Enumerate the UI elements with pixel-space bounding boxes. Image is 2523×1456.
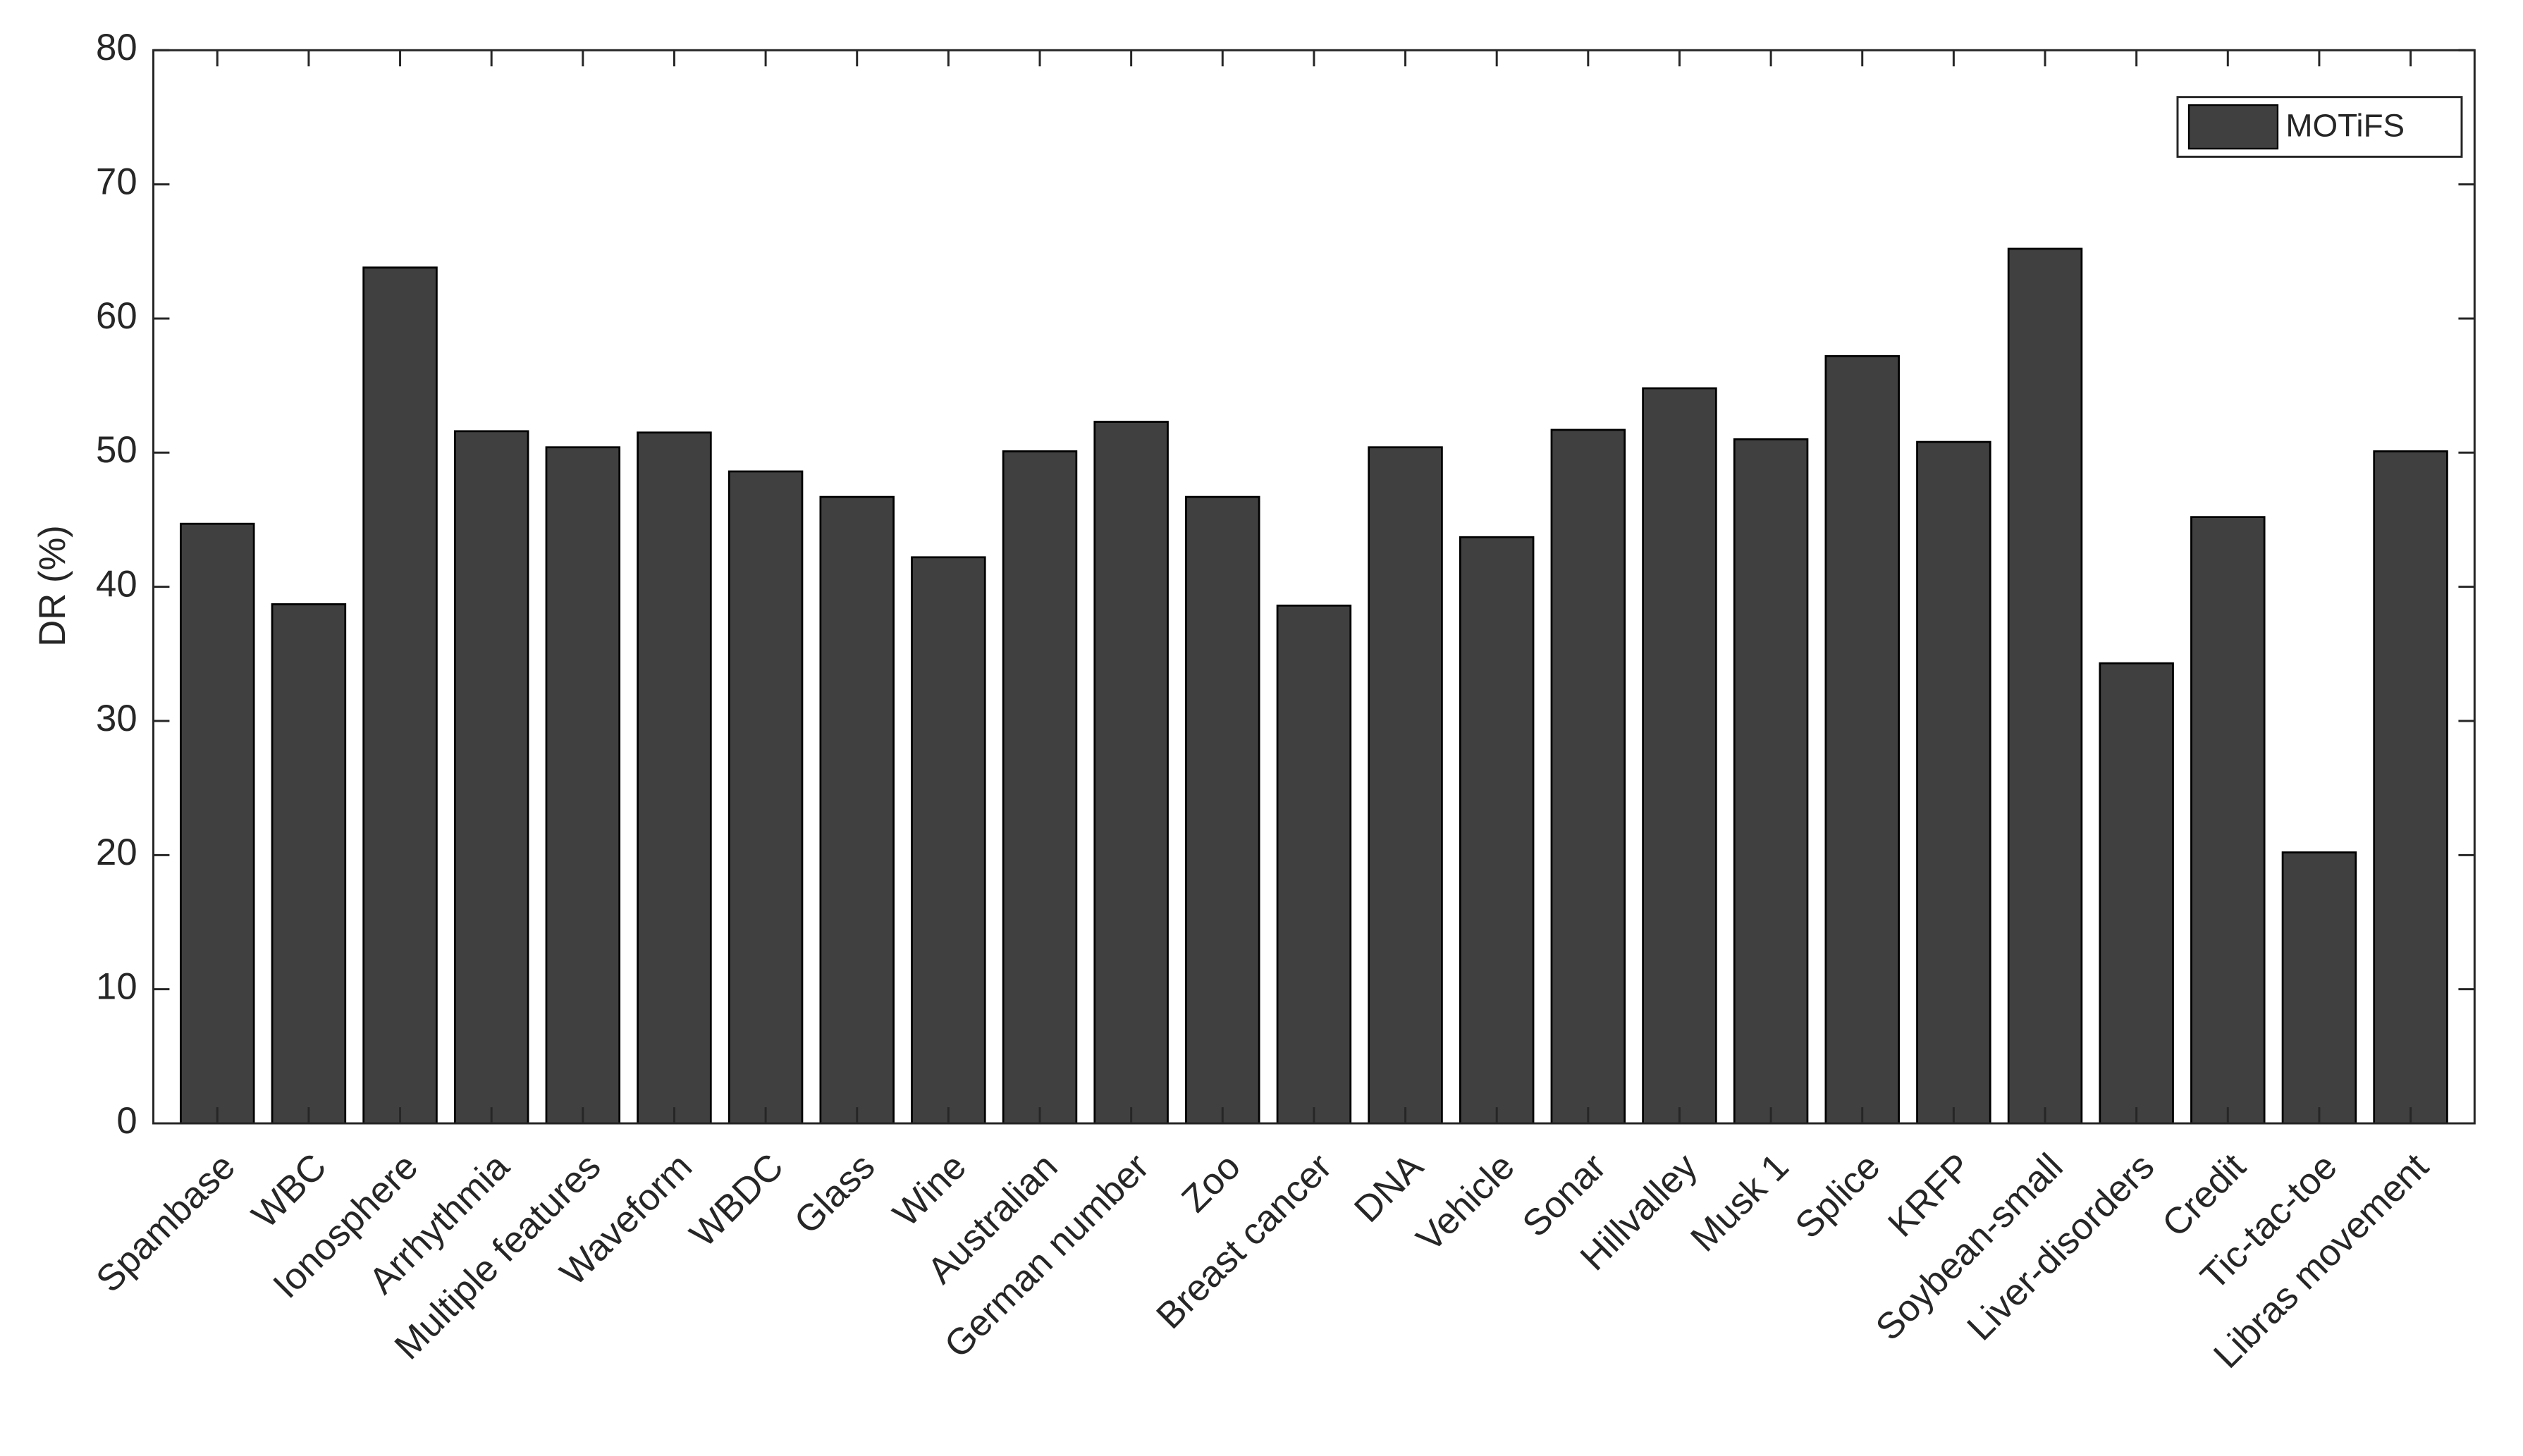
y-tick-label: 80: [96, 27, 137, 68]
bar: [819, 495, 895, 1125]
bar: [2190, 516, 2266, 1125]
bar: [271, 603, 347, 1125]
y-tick-label: 50: [96, 429, 137, 471]
bar: [728, 470, 804, 1125]
x-tick-label: Glass: [786, 1146, 883, 1242]
bar: [1185, 495, 1260, 1125]
bar: [362, 266, 438, 1125]
bar: [1368, 446, 1443, 1125]
bar: [1093, 421, 1169, 1125]
bar: [2281, 851, 2357, 1125]
bar: [2007, 247, 2083, 1125]
x-tick-label: Musk 1: [1683, 1146, 1797, 1260]
bar: [637, 431, 712, 1125]
x-tick-label: DNA: [1346, 1145, 1432, 1230]
x-tick-label: Spambase: [88, 1146, 243, 1301]
x-tick-label: Zoo: [1174, 1146, 1248, 1221]
bar: [453, 430, 529, 1125]
x-tick-label: Splice: [1787, 1146, 1888, 1247]
bar: [1824, 354, 1900, 1125]
y-axis-label: DR (%): [32, 525, 73, 647]
bar: [1733, 438, 1809, 1125]
legend-label: MOTiFS: [2285, 107, 2405, 143]
bar: [1459, 536, 1535, 1125]
y-tick-label: 30: [96, 698, 137, 739]
bar: [545, 446, 621, 1125]
bar: [911, 556, 986, 1125]
bar: [1550, 428, 1626, 1125]
bar: [1276, 604, 1352, 1125]
y-tick-label: 10: [96, 966, 137, 1008]
y-tick-label: 0: [116, 1100, 137, 1142]
bar: [1002, 450, 1078, 1125]
x-tick-label: Vehicle: [1408, 1146, 1523, 1260]
y-tick-label: 70: [96, 161, 137, 203]
bar: [2099, 662, 2174, 1125]
legend-swatch: [2187, 104, 2279, 150]
x-tick-label: WBDC: [682, 1146, 791, 1255]
bar: [1916, 440, 1991, 1125]
y-tick-label: 40: [96, 564, 137, 605]
y-tick-label: 60: [96, 295, 137, 337]
y-tick-label: 20: [96, 832, 137, 873]
bar: [2373, 450, 2448, 1125]
bar: [1642, 387, 1717, 1125]
bar: [180, 522, 255, 1125]
